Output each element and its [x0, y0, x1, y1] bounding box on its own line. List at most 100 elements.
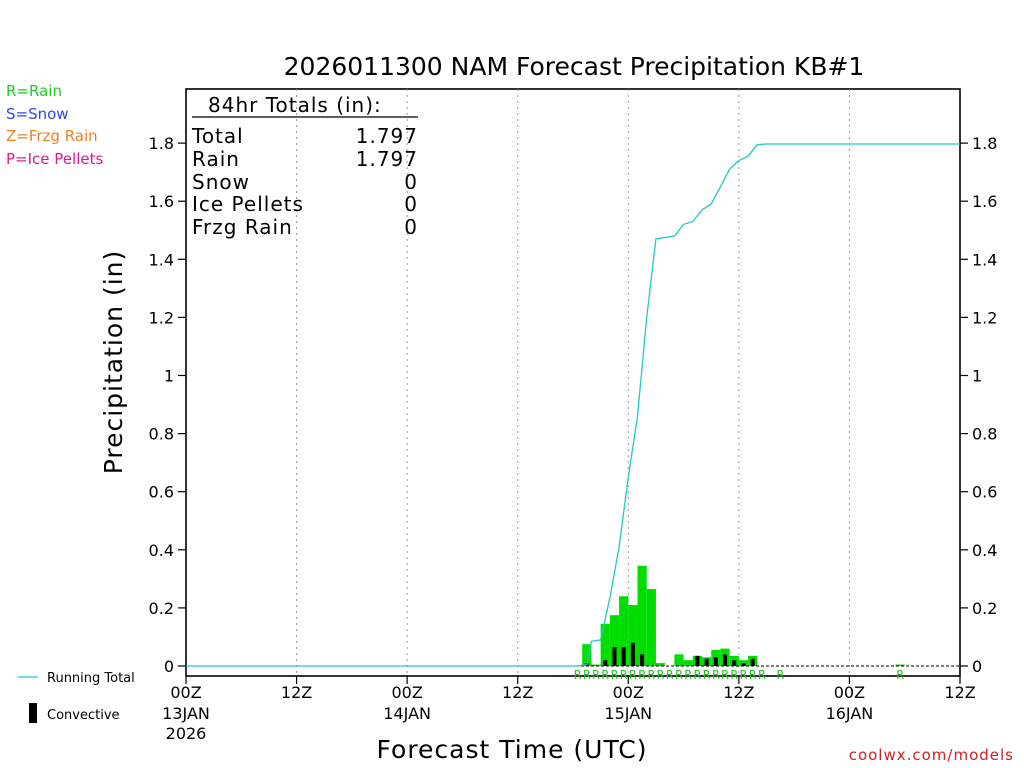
- y-tick-label-left: 0.6: [149, 483, 174, 502]
- convective-bar: [640, 654, 645, 666]
- precip-type-marker: R: [629, 668, 637, 682]
- convective-bar: [695, 655, 700, 666]
- credit-link[interactable]: coolwx.com/models: [849, 746, 1014, 764]
- x-tick-label: 12Z: [502, 683, 533, 702]
- x-tick-label: 00Z: [391, 683, 422, 702]
- y-tick-label-right: 1.6: [972, 192, 997, 211]
- precip-type-marker: R: [749, 668, 757, 682]
- x-tick-label: 00Z: [613, 683, 644, 702]
- y-axis-ticks: 0 00.2 0.20.4 0.40.6 0.60.8 0.81 11.2 1.21.4 1.4…: [149, 134, 998, 676]
- precip-type-marker: R: [675, 668, 683, 682]
- legend-frzg-rain: Z=Frzg Rain: [6, 127, 98, 145]
- rain-bar: [600, 623, 610, 666]
- y-tick-label-right: 1.4: [972, 250, 997, 269]
- x-tick-year: 2026: [166, 724, 207, 743]
- x-tick-label: 12Z: [944, 683, 975, 702]
- legend-rain: R=Rain: [6, 82, 62, 100]
- y-tick-label-left: 0.4: [149, 541, 174, 560]
- totals-label-rain: Rain: [192, 147, 240, 171]
- legend-convective: Convective: [47, 708, 120, 723]
- rain-bar: [582, 644, 592, 666]
- totals-value-ice-pellets: 0: [404, 192, 418, 216]
- y-tick-label-left: 0.8: [149, 425, 174, 444]
- convective-bar: [704, 658, 709, 666]
- convective-bar: [741, 663, 746, 666]
- rain-bar: [895, 664, 905, 666]
- precip-type-legend: R=Rain S=Snow Z=Frzg Rain P=Ice Pellets: [6, 82, 103, 168]
- y-tick-label-left: 0: [164, 657, 174, 676]
- x-tick-label: 00Z: [834, 683, 865, 702]
- rain-bar: [683, 660, 693, 666]
- convective-bar: [723, 654, 728, 666]
- x-tick-date: 15JAN: [604, 704, 652, 723]
- legend-ice-pellets: P=Ice Pellets: [6, 150, 103, 168]
- running-total-line: [186, 143, 960, 667]
- x-tick-date: 14JAN: [383, 704, 431, 723]
- y-tick-label-left: 1.2: [149, 308, 174, 327]
- totals-label-snow: Snow: [192, 170, 250, 194]
- precip-type-marker: R: [758, 668, 766, 682]
- precip-type-marker: R: [602, 668, 610, 682]
- x-tick-label: 12Z: [723, 683, 754, 702]
- rain-bar: [628, 604, 638, 666]
- precip-type-marker: R: [694, 668, 702, 682]
- x-tick-label: 12Z: [281, 683, 312, 702]
- y-tick-label-left: 1.8: [149, 134, 174, 153]
- y-tick-label-right: 0: [972, 657, 982, 676]
- precip-type-marker: R: [685, 668, 693, 682]
- precip-type-marker: R: [592, 668, 600, 682]
- rain-bar: [655, 663, 666, 666]
- totals-heading: 84hr Totals (in):: [208, 93, 382, 117]
- rain-bar: [609, 615, 620, 666]
- convective-swatch: [29, 703, 37, 723]
- convective-bar: [713, 657, 718, 666]
- precip-type-marker: R: [648, 668, 656, 682]
- legend-running-total: Running Total: [47, 671, 135, 686]
- rain-bar: [646, 589, 656, 666]
- rain-bars: [582, 565, 905, 666]
- x-tick-date: 16JAN: [826, 704, 874, 723]
- convective-bar: [630, 642, 635, 666]
- totals-value-rain: 1.797: [356, 147, 418, 171]
- y-tick-label-right: 1.2: [972, 308, 997, 327]
- precip-type-marker: R: [666, 668, 674, 682]
- precip-type-marker: R: [611, 668, 619, 682]
- precip-type-marker: R: [777, 668, 785, 682]
- totals-value-snow: 0: [404, 170, 418, 194]
- precip-type-marker: R: [721, 668, 729, 682]
- chart-title: 2026011300 NAM Forecast Precipitation KB…: [284, 52, 865, 81]
- rain-bar: [637, 565, 647, 666]
- precip-type-marker: R: [574, 668, 582, 682]
- precip-type-marker: R: [620, 668, 628, 682]
- totals-value-frzg-rain: 0: [404, 215, 418, 239]
- rain-bar: [619, 596, 629, 666]
- totals-label-frzg-rain: Frzg Rain: [192, 215, 293, 239]
- convective-bar: [621, 647, 626, 666]
- precip-type-marker: R: [896, 668, 904, 682]
- totals-box: 84hr Totals (in): Total 1.797 Rain 1.797…: [191, 93, 418, 239]
- y-tick-label-right: 1.8: [972, 134, 997, 153]
- rain-bar: [674, 654, 684, 666]
- totals-label-ice-pellets: Ice Pellets: [192, 192, 304, 216]
- precip-type-marker: R: [731, 668, 739, 682]
- precip-type-marker: R: [583, 668, 591, 682]
- precip-type-marker: R: [703, 668, 711, 682]
- precip-type-marker: R: [638, 668, 646, 682]
- y-tick-label-left: 0.2: [149, 599, 174, 618]
- y-tick-label-left: 1: [164, 367, 174, 386]
- convective-bar: [603, 660, 608, 666]
- y-tick-label-right: 1: [972, 367, 982, 386]
- precip-type-marker: R: [657, 668, 665, 682]
- y-tick-label-right: 0.6: [972, 483, 997, 502]
- series-legend: Running Total Convective: [18, 671, 135, 723]
- precip-type-marker: R: [740, 668, 748, 682]
- convective-bar: [750, 658, 755, 666]
- x-tick-label: 00Z: [170, 683, 201, 702]
- x-tick-date: 13JAN: [162, 704, 210, 723]
- y-tick-label-right: 0.4: [972, 541, 997, 560]
- precip-type-marker: R: [712, 668, 720, 682]
- convective-bar: [732, 660, 737, 666]
- y-tick-label-right: 0.2: [972, 599, 997, 618]
